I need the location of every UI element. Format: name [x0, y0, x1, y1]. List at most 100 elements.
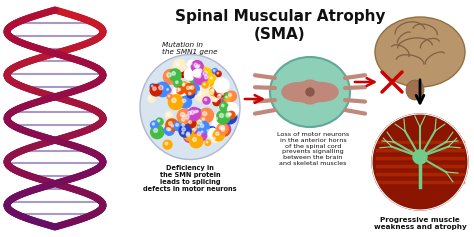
Circle shape	[175, 81, 178, 83]
Circle shape	[166, 126, 175, 135]
Circle shape	[194, 66, 208, 80]
Circle shape	[228, 113, 230, 115]
Circle shape	[179, 125, 191, 137]
Circle shape	[198, 91, 201, 95]
Circle shape	[226, 113, 230, 117]
Circle shape	[169, 123, 177, 131]
Circle shape	[187, 86, 190, 90]
Circle shape	[217, 123, 228, 135]
Circle shape	[151, 85, 153, 87]
Circle shape	[182, 118, 185, 121]
Circle shape	[226, 111, 234, 119]
Circle shape	[194, 117, 209, 131]
Circle shape	[192, 137, 197, 141]
Circle shape	[182, 82, 187, 87]
Circle shape	[181, 112, 185, 117]
Circle shape	[372, 114, 468, 210]
Circle shape	[173, 85, 185, 98]
Circle shape	[197, 74, 201, 78]
Circle shape	[219, 114, 224, 118]
Circle shape	[194, 88, 208, 101]
Circle shape	[192, 109, 201, 117]
Circle shape	[205, 140, 210, 146]
Circle shape	[225, 103, 238, 117]
Circle shape	[184, 68, 196, 80]
Circle shape	[165, 87, 171, 93]
Circle shape	[200, 68, 214, 82]
Circle shape	[191, 61, 203, 72]
Circle shape	[206, 129, 211, 134]
Circle shape	[213, 137, 215, 139]
Circle shape	[189, 75, 197, 83]
Circle shape	[179, 115, 190, 126]
Ellipse shape	[406, 80, 424, 100]
Circle shape	[206, 141, 208, 143]
Circle shape	[200, 108, 214, 123]
Circle shape	[210, 90, 214, 94]
Circle shape	[167, 94, 172, 99]
Circle shape	[212, 68, 218, 74]
Circle shape	[188, 111, 191, 115]
Circle shape	[223, 110, 237, 124]
Circle shape	[200, 130, 205, 135]
Circle shape	[184, 84, 195, 95]
Circle shape	[221, 128, 225, 131]
Circle shape	[166, 128, 170, 131]
Circle shape	[217, 110, 230, 124]
Circle shape	[202, 118, 205, 120]
Circle shape	[150, 84, 162, 96]
Circle shape	[166, 119, 178, 131]
Circle shape	[168, 128, 171, 131]
Circle shape	[154, 128, 157, 132]
Circle shape	[189, 92, 191, 95]
Circle shape	[213, 129, 224, 141]
Circle shape	[210, 131, 213, 133]
Circle shape	[210, 77, 212, 79]
Circle shape	[201, 116, 209, 124]
Circle shape	[190, 135, 203, 148]
Circle shape	[203, 97, 210, 104]
Circle shape	[163, 140, 172, 149]
Circle shape	[194, 110, 197, 113]
Circle shape	[225, 96, 228, 98]
Circle shape	[172, 72, 175, 75]
Circle shape	[214, 78, 229, 93]
Circle shape	[182, 99, 186, 102]
Circle shape	[216, 132, 219, 135]
Circle shape	[173, 121, 183, 131]
Circle shape	[217, 72, 219, 74]
Circle shape	[218, 93, 223, 99]
Circle shape	[217, 90, 219, 93]
Circle shape	[215, 100, 217, 102]
Circle shape	[172, 98, 176, 103]
Circle shape	[157, 120, 160, 122]
Circle shape	[190, 87, 191, 88]
Circle shape	[202, 82, 208, 88]
Circle shape	[190, 86, 194, 89]
Circle shape	[214, 87, 225, 98]
Circle shape	[194, 63, 198, 67]
Circle shape	[201, 131, 203, 132]
Circle shape	[188, 83, 199, 95]
Circle shape	[228, 111, 235, 119]
Circle shape	[173, 79, 182, 87]
Circle shape	[187, 119, 196, 128]
Circle shape	[187, 71, 191, 74]
Circle shape	[176, 62, 180, 66]
Circle shape	[191, 77, 193, 79]
Circle shape	[198, 121, 209, 133]
Circle shape	[159, 86, 163, 90]
Circle shape	[206, 87, 221, 101]
Circle shape	[177, 87, 184, 94]
Circle shape	[183, 83, 184, 85]
Circle shape	[203, 83, 205, 85]
Circle shape	[156, 118, 163, 125]
Circle shape	[185, 109, 197, 121]
Circle shape	[155, 82, 170, 97]
Circle shape	[169, 69, 181, 81]
Circle shape	[168, 95, 183, 109]
Circle shape	[197, 66, 199, 68]
Circle shape	[151, 125, 164, 139]
Ellipse shape	[140, 55, 240, 160]
Circle shape	[165, 112, 173, 119]
